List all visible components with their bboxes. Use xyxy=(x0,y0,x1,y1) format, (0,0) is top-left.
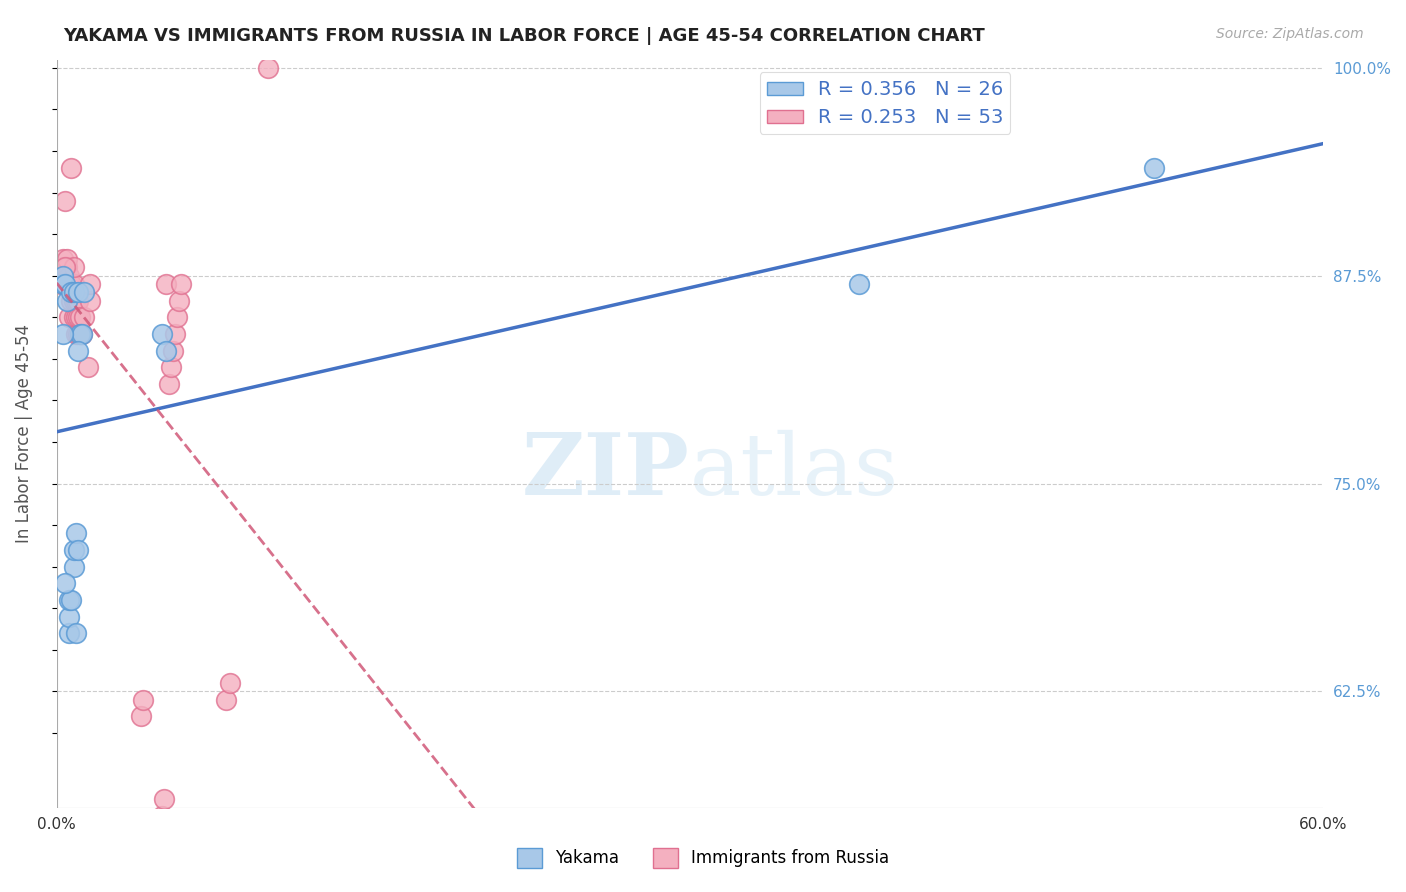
Point xyxy=(66,543,89,558)
Point xyxy=(53,576,76,591)
Point xyxy=(53,277,76,291)
Point xyxy=(132,692,155,706)
Point xyxy=(65,293,87,308)
Point xyxy=(159,360,181,375)
Point xyxy=(62,310,84,325)
Legend: R = 0.356   N = 26, R = 0.253   N = 53: R = 0.356 N = 26, R = 0.253 N = 53 xyxy=(759,72,1011,134)
Point xyxy=(65,526,87,541)
Point xyxy=(848,277,870,291)
Point xyxy=(60,277,83,291)
Text: Source: ZipAtlas.com: Source: ZipAtlas.com xyxy=(1216,27,1364,41)
Text: YAKAMA VS IMMIGRANTS FROM RUSSIA IN LABOR FORCE | AGE 45-54 CORRELATION CHART: YAKAMA VS IMMIGRANTS FROM RUSSIA IN LABO… xyxy=(63,27,986,45)
Point xyxy=(62,543,84,558)
Point xyxy=(49,268,72,283)
Point xyxy=(65,626,87,640)
Point xyxy=(73,285,96,300)
Point xyxy=(129,709,152,723)
Point xyxy=(150,326,173,341)
Point xyxy=(66,343,89,358)
Point xyxy=(150,809,173,823)
Point xyxy=(77,360,100,375)
Point xyxy=(218,676,240,690)
Point xyxy=(56,277,79,291)
Point xyxy=(170,277,193,291)
Point xyxy=(58,593,80,607)
Point xyxy=(153,792,176,806)
Point xyxy=(66,326,89,341)
Point xyxy=(70,326,93,341)
Point xyxy=(66,293,89,308)
Point xyxy=(69,326,91,341)
Point xyxy=(60,293,83,308)
Point xyxy=(62,559,84,574)
Point xyxy=(58,277,80,291)
Text: atlas: atlas xyxy=(690,429,898,513)
Point xyxy=(79,277,101,291)
Point xyxy=(79,293,101,308)
Point xyxy=(1143,161,1166,175)
Point xyxy=(157,376,180,391)
Point xyxy=(155,343,177,358)
Point xyxy=(53,194,76,208)
Point xyxy=(155,277,177,291)
Point xyxy=(56,260,79,275)
Point xyxy=(62,293,84,308)
Point xyxy=(62,285,84,300)
Point xyxy=(58,609,80,624)
Point xyxy=(58,268,80,283)
Point xyxy=(56,268,79,283)
Point xyxy=(60,285,83,300)
Point xyxy=(60,593,83,607)
Point xyxy=(49,260,72,275)
Point xyxy=(53,277,76,291)
Y-axis label: In Labor Force | Age 45-54: In Labor Force | Age 45-54 xyxy=(15,324,32,543)
Text: ZIP: ZIP xyxy=(522,429,690,513)
Point xyxy=(62,260,84,275)
Point xyxy=(256,61,278,75)
Point xyxy=(65,310,87,325)
Point xyxy=(73,310,96,325)
Point xyxy=(60,161,83,175)
Point xyxy=(66,310,89,325)
Point xyxy=(65,326,87,341)
Point xyxy=(53,268,76,283)
Point xyxy=(53,260,76,275)
Point xyxy=(52,268,75,283)
Point xyxy=(58,310,80,325)
Point xyxy=(214,692,236,706)
Point xyxy=(69,310,91,325)
Point xyxy=(56,252,79,266)
Point xyxy=(52,277,75,291)
Point xyxy=(52,260,75,275)
Point xyxy=(56,293,79,308)
Point xyxy=(70,326,93,341)
Point xyxy=(52,268,75,283)
Point xyxy=(69,326,91,341)
Point xyxy=(162,343,184,358)
Point xyxy=(166,310,188,325)
Point xyxy=(52,326,75,341)
Legend: Yakama, Immigrants from Russia: Yakama, Immigrants from Russia xyxy=(510,841,896,875)
Point xyxy=(52,277,75,291)
Point xyxy=(52,252,75,266)
Point xyxy=(58,626,80,640)
Point xyxy=(66,285,89,300)
Point xyxy=(62,277,84,291)
Point xyxy=(163,326,186,341)
Point xyxy=(167,293,190,308)
Point xyxy=(49,277,72,291)
